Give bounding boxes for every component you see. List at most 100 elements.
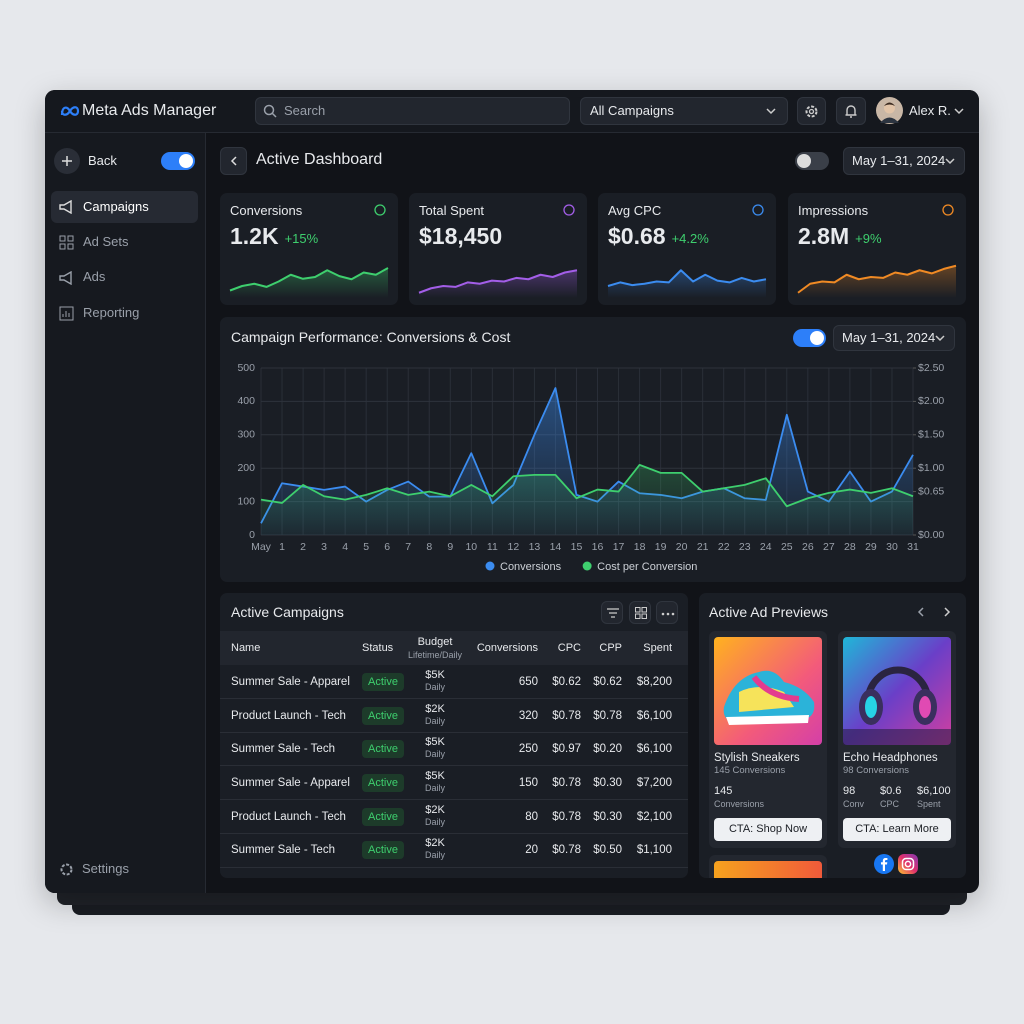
nav-item[interactable]: Ad Sets — [83, 234, 129, 249]
bell-icon — [845, 105, 857, 118]
toggle[interactable] — [795, 152, 829, 170]
x-tick-label: 29 — [865, 541, 877, 553]
budget: $2K — [425, 702, 445, 715]
ad-card[interactable] — [709, 855, 827, 878]
ad-previews-title: Active Ad Previews — [709, 604, 829, 620]
toggle[interactable] — [161, 152, 195, 170]
chevron-left — [230, 156, 237, 166]
nav-item[interactable]: Campaigns — [83, 199, 149, 214]
budget: $5K — [425, 769, 445, 782]
budget-period: Daily — [424, 816, 445, 827]
sparkline — [797, 264, 957, 294]
notifications-button[interactable] — [836, 97, 866, 125]
budget-period: Daily — [424, 681, 445, 692]
column-header: CPC — [557, 642, 581, 654]
x-tick-label: 6 — [384, 541, 390, 553]
nav-item[interactable]: Reporting — [83, 305, 140, 320]
ad-card[interactable] — [838, 631, 956, 848]
status-badge: Active — [362, 773, 404, 792]
settings-button[interactable] — [797, 97, 826, 125]
ad-image — [714, 637, 822, 745]
cell: $0.97 — [552, 743, 581, 756]
cell: 20 — [525, 844, 538, 857]
x-tick-label: 28 — [844, 541, 856, 553]
x-tick-label: 16 — [592, 541, 604, 553]
sparkline-area — [419, 270, 577, 298]
avatar[interactable] — [876, 97, 903, 124]
kpi-label: Conversions — [230, 203, 303, 218]
nav-icon — [59, 200, 72, 214]
kpi-icon — [374, 204, 386, 216]
row-divider — [220, 866, 688, 868]
x-tick-label: 30 — [886, 541, 898, 553]
cell: $6,100 — [636, 743, 672, 756]
x-tick-label: 26 — [802, 541, 814, 553]
cell: $0.62 — [593, 675, 622, 688]
instagram-icon[interactable] — [898, 854, 918, 874]
x-tick-label: 21 — [697, 541, 709, 553]
column-subheader: Lifetime/Daily — [407, 650, 463, 660]
back-arrow[interactable] — [220, 147, 247, 175]
kpi-change: +4.2% — [671, 231, 709, 246]
ad-card[interactable] — [709, 631, 827, 848]
kpi-label: Total Spent — [419, 203, 485, 218]
column-header: Status — [362, 642, 394, 654]
sparkline — [607, 269, 767, 287]
series-area — [261, 464, 913, 535]
stat-value: $0.6 — [880, 785, 902, 797]
cell: $6,100 — [636, 709, 672, 722]
cell: $0.50 — [593, 844, 622, 857]
x-tick-label: 24 — [760, 541, 772, 553]
x-tick-label: 10 — [465, 541, 477, 553]
y2-tick-label: $2.00 — [918, 395, 944, 407]
cell: $0.78 — [593, 709, 622, 722]
kpi-value: $18,450 — [419, 223, 503, 249]
cell: $7,200 — [636, 776, 672, 789]
cell: 650 — [518, 675, 538, 688]
chart-title: Campaign Performance: Conversions & Cost — [231, 329, 511, 345]
plus-icon — [62, 156, 72, 166]
date-select[interactable] — [833, 325, 955, 351]
budget: $5K — [425, 736, 445, 749]
nav-icon — [59, 235, 74, 250]
nav-icon — [59, 306, 74, 321]
y-tick-label: 100 — [237, 495, 255, 507]
cta-button[interactable]: CTA: Shop Now — [714, 818, 822, 841]
campaign-filter: All Campaigns — [590, 103, 674, 118]
settings-link[interactable]: Settings — [82, 861, 129, 876]
gear-icon — [60, 863, 73, 876]
grid-button[interactable] — [629, 601, 651, 624]
legend-label: Conversions — [500, 561, 562, 573]
campaign-name: Summer Sale - Tech — [231, 743, 335, 756]
status-badge: Active — [362, 706, 404, 725]
back-label: Back — [88, 153, 117, 168]
x-tick-label: 1 — [279, 541, 285, 553]
date-select[interactable] — [843, 147, 965, 175]
search-placeholder: Search — [284, 103, 326, 118]
nav-item[interactable]: Ads — [83, 269, 106, 284]
facebook-icon[interactable] — [874, 854, 894, 874]
search-box[interactable] — [255, 97, 570, 125]
kpi-icon — [942, 204, 954, 216]
kpi-icon — [563, 204, 575, 216]
cta-button[interactable]: CTA: Learn More — [843, 818, 951, 841]
filter-button[interactable] — [601, 601, 623, 624]
prev-button[interactable] — [916, 607, 926, 617]
toggle[interactable] — [793, 329, 826, 347]
next-button[interactable] — [942, 607, 952, 617]
campaign-select[interactable] — [580, 97, 788, 125]
x-tick-label: 25 — [781, 541, 793, 553]
campaign-name: Summer Sale - Tech — [231, 844, 335, 857]
gear-icon — [805, 105, 818, 118]
kpi-change: +9% — [855, 231, 882, 246]
y2-tick-label: $1.00 — [918, 462, 944, 474]
ad-previews-panel: Active Ad Previews Stylish Sneakers 145 C… — [699, 593, 966, 878]
stat-value: 145 — [714, 785, 733, 797]
y-tick-label: 400 — [237, 395, 255, 407]
cell: 80 — [525, 810, 538, 823]
more-button[interactable] — [656, 601, 678, 624]
user-name: Alex R. — [909, 103, 951, 118]
row-divider — [220, 799, 688, 801]
